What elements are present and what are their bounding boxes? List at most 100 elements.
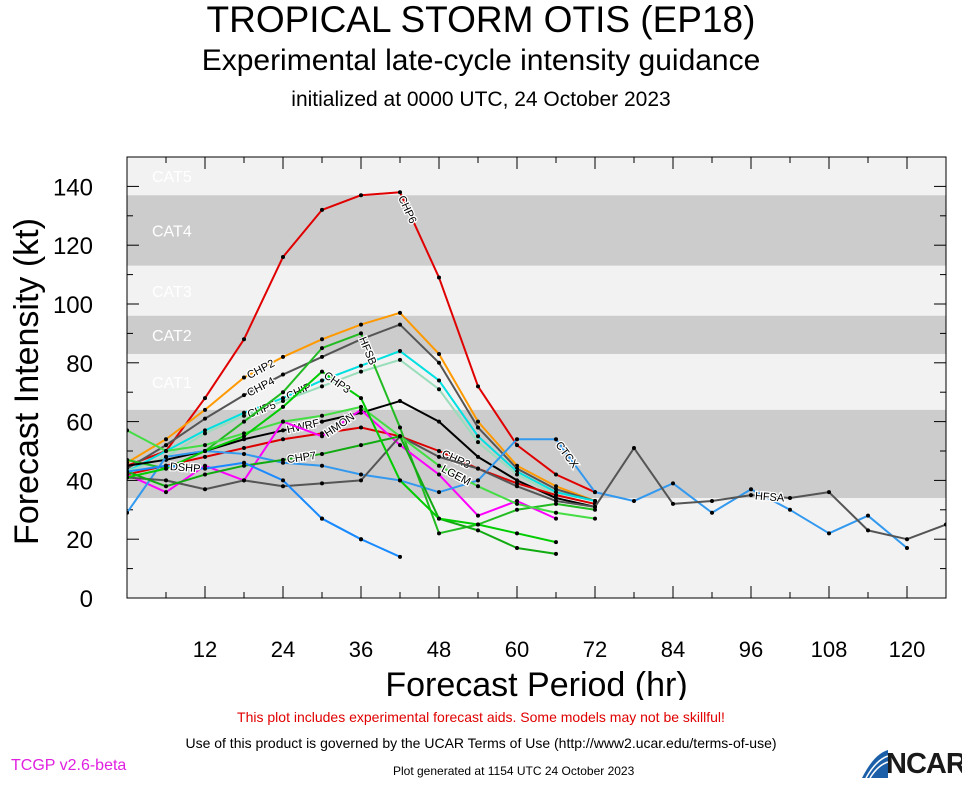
data-point <box>632 446 636 451</box>
data-point <box>593 490 597 495</box>
data-point <box>203 428 207 433</box>
data-point <box>398 357 402 362</box>
data-point <box>398 349 402 354</box>
intensity-chart: CAT5 CAT4 CAT3 CAT2 CAT1 12 24 36 48 60 72 84 96 108 1… <box>8 156 947 700</box>
data-point <box>476 419 480 424</box>
data-point <box>242 460 246 465</box>
data-point <box>281 419 285 424</box>
data-point <box>593 507 597 512</box>
intensity-band <box>127 315 946 354</box>
data-point <box>281 390 285 395</box>
data-point <box>164 490 168 495</box>
data-point <box>515 437 519 442</box>
chart-subtitle: Experimental late-cycle intensity guidan… <box>201 44 761 77</box>
data-point <box>398 434 402 439</box>
data-point <box>203 443 207 448</box>
data-point <box>905 537 909 542</box>
data-point <box>476 434 480 439</box>
data-point <box>281 354 285 359</box>
data-point <box>320 207 324 212</box>
data-point <box>554 484 558 489</box>
generated-time: Plot generated at 1154 UTC 24 October 20… <box>393 764 635 778</box>
x-tick-label: 48 <box>427 637 451 662</box>
data-point <box>242 434 246 439</box>
data-point <box>476 484 480 489</box>
category-label: CAT5 <box>152 169 192 186</box>
data-point <box>359 443 363 448</box>
data-point <box>437 360 441 365</box>
data-point <box>554 437 558 442</box>
x-tick-label: 84 <box>661 637 685 662</box>
data-point <box>320 354 324 359</box>
data-point <box>437 531 441 536</box>
data-point <box>515 507 519 512</box>
intensity-band <box>127 353 946 410</box>
data-point <box>164 466 168 471</box>
data-point <box>398 478 402 483</box>
data-point <box>359 537 363 542</box>
data-point <box>203 449 207 453</box>
data-point <box>515 501 519 506</box>
x-tick-label: 108 <box>811 637 848 662</box>
data-point <box>476 454 480 459</box>
y-tick-label: 120 <box>53 233 93 260</box>
data-point <box>320 378 324 383</box>
data-point <box>242 463 246 468</box>
data-point <box>515 531 519 536</box>
data-point <box>476 522 480 527</box>
data-point <box>476 466 480 471</box>
data-point <box>866 528 870 533</box>
data-point <box>788 507 792 512</box>
data-point <box>515 478 519 483</box>
data-point <box>281 437 285 442</box>
data-point <box>242 446 246 451</box>
y-tick-label: 80 <box>66 351 93 378</box>
x-tick-label: 120 <box>889 637 926 662</box>
data-point <box>359 396 363 401</box>
data-point <box>203 463 207 468</box>
data-point <box>359 472 363 477</box>
data-point <box>827 490 831 495</box>
data-point <box>476 478 480 483</box>
disclaimer-text: This plot includes experimental forecast… <box>237 709 725 725</box>
data-point <box>359 322 363 327</box>
data-point <box>671 481 675 486</box>
data-point <box>827 531 831 536</box>
data-point <box>164 463 168 468</box>
data-point <box>320 434 324 439</box>
data-point <box>554 498 558 503</box>
data-point <box>127 469 129 474</box>
y-tick-label: 60 <box>66 410 93 437</box>
data-point <box>398 554 402 559</box>
x-axis-label: Forecast Period (hr) <box>385 666 687 700</box>
data-point <box>515 498 519 503</box>
data-point <box>320 369 324 374</box>
ncar-logo-icon <box>862 750 889 779</box>
data-point <box>203 431 207 436</box>
data-point <box>242 419 246 424</box>
logo-text: NCAR <box>886 748 962 780</box>
x-tick-label: 24 <box>271 637 295 662</box>
series-line <box>127 435 946 541</box>
terms-of-use: Use of this product is governed by the U… <box>185 735 777 751</box>
data-point <box>164 454 168 459</box>
data-point <box>749 493 753 498</box>
data-point <box>359 331 363 336</box>
data-point <box>203 472 207 477</box>
data-point <box>203 466 207 471</box>
data-point <box>671 501 675 506</box>
data-point <box>398 399 402 404</box>
data-point <box>281 484 285 489</box>
x-tick-label: 36 <box>349 637 373 662</box>
data-point <box>242 437 246 442</box>
y-tick-label: 0 <box>80 586 93 613</box>
data-point <box>320 431 324 436</box>
data-point <box>437 516 441 521</box>
category-label: CAT3 <box>152 284 192 301</box>
data-point <box>164 449 168 453</box>
data-point <box>203 407 207 412</box>
data-point <box>320 384 324 389</box>
data-point <box>203 487 207 492</box>
data-point <box>164 437 168 442</box>
data-point <box>320 481 324 486</box>
